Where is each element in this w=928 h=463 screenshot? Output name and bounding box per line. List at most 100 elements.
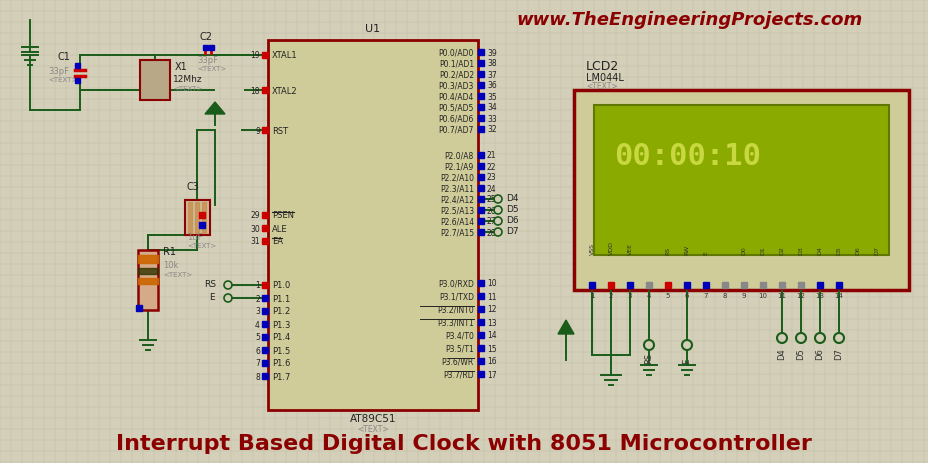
Text: <TEXT>: <TEXT> bbox=[162, 272, 192, 278]
Bar bbox=[262, 238, 267, 244]
Text: 10k: 10k bbox=[162, 261, 178, 270]
Bar bbox=[201, 202, 206, 233]
Bar bbox=[267, 40, 478, 410]
Text: P0.4/AD4: P0.4/AD4 bbox=[438, 93, 473, 101]
Text: 13: 13 bbox=[486, 319, 496, 327]
Text: P2.2/A10: P2.2/A10 bbox=[440, 174, 473, 182]
Text: 1uF: 1uF bbox=[187, 233, 202, 242]
Text: X1: X1 bbox=[174, 62, 187, 72]
Bar bbox=[478, 82, 483, 88]
Text: <TEXT>: <TEXT> bbox=[356, 425, 389, 434]
Text: RS: RS bbox=[644, 353, 652, 364]
Text: RS: RS bbox=[204, 280, 216, 289]
Text: PSEN: PSEN bbox=[272, 212, 293, 220]
Text: D6: D6 bbox=[855, 246, 859, 255]
Bar bbox=[140, 60, 170, 100]
Bar bbox=[138, 268, 158, 274]
Text: 10: 10 bbox=[757, 293, 767, 299]
Bar bbox=[702, 282, 708, 288]
Bar bbox=[588, 282, 594, 288]
Text: 3: 3 bbox=[627, 293, 632, 299]
Text: 36: 36 bbox=[486, 81, 496, 90]
Text: 22: 22 bbox=[486, 163, 496, 171]
Text: <TEXT>: <TEXT> bbox=[48, 77, 77, 83]
Bar bbox=[138, 250, 158, 310]
Text: D0: D0 bbox=[741, 246, 746, 255]
Bar bbox=[478, 152, 483, 158]
Text: 5: 5 bbox=[255, 333, 260, 343]
Text: U1: U1 bbox=[365, 24, 380, 34]
Bar bbox=[262, 212, 267, 218]
Bar bbox=[574, 90, 908, 290]
Bar bbox=[478, 196, 483, 202]
Bar bbox=[478, 319, 483, 325]
Text: 27: 27 bbox=[486, 218, 496, 226]
Text: 1: 1 bbox=[255, 282, 260, 290]
Bar bbox=[478, 358, 483, 364]
Text: LCD2: LCD2 bbox=[586, 60, 619, 73]
Text: P1.7: P1.7 bbox=[272, 373, 290, 382]
Bar bbox=[478, 174, 483, 180]
Text: AT89C51: AT89C51 bbox=[349, 414, 396, 424]
Text: P2.0/A8: P2.0/A8 bbox=[445, 151, 473, 161]
Bar bbox=[478, 104, 483, 110]
Text: P2.1/A9: P2.1/A9 bbox=[445, 163, 473, 171]
Text: 33pF: 33pF bbox=[48, 68, 69, 76]
Text: 00:00:10: 00:00:10 bbox=[613, 142, 760, 171]
Text: 28: 28 bbox=[486, 229, 496, 238]
Text: RST: RST bbox=[272, 126, 288, 136]
Bar bbox=[262, 347, 267, 353]
Text: 32: 32 bbox=[486, 125, 496, 134]
Text: <TEXT>: <TEXT> bbox=[586, 82, 617, 91]
Text: 11: 11 bbox=[777, 293, 786, 299]
Bar bbox=[138, 278, 158, 284]
Text: 24: 24 bbox=[486, 184, 496, 194]
Bar bbox=[607, 282, 613, 288]
Bar bbox=[816, 282, 822, 288]
Bar bbox=[478, 207, 483, 213]
Text: 11: 11 bbox=[486, 293, 496, 301]
Bar bbox=[262, 321, 267, 327]
Text: 33: 33 bbox=[486, 114, 496, 124]
Bar bbox=[262, 334, 267, 340]
Text: P0.3/AD3: P0.3/AD3 bbox=[438, 81, 473, 90]
Text: P1.3: P1.3 bbox=[272, 320, 290, 330]
Text: 37: 37 bbox=[486, 70, 496, 80]
Text: 12: 12 bbox=[486, 306, 496, 314]
Text: P2.4/A12: P2.4/A12 bbox=[440, 195, 473, 205]
Bar bbox=[478, 60, 483, 66]
Text: C1: C1 bbox=[58, 52, 71, 63]
Text: E: E bbox=[209, 293, 214, 302]
Bar bbox=[187, 202, 192, 233]
Text: P1.2: P1.2 bbox=[272, 307, 290, 317]
Text: 39: 39 bbox=[486, 49, 496, 57]
Text: P3.5/T1: P3.5/T1 bbox=[445, 344, 473, 353]
Text: <TEXT>: <TEXT> bbox=[173, 86, 202, 92]
Bar bbox=[478, 293, 483, 299]
Text: 33pF: 33pF bbox=[197, 56, 218, 65]
Text: 16: 16 bbox=[486, 357, 496, 367]
Text: 26: 26 bbox=[486, 206, 496, 215]
Text: P0.6/AD6: P0.6/AD6 bbox=[438, 114, 473, 124]
Text: D5: D5 bbox=[795, 348, 805, 360]
Text: C2: C2 bbox=[200, 32, 213, 42]
Text: VEE: VEE bbox=[626, 243, 632, 255]
Text: 10: 10 bbox=[486, 280, 496, 288]
Text: 14: 14 bbox=[486, 332, 496, 340]
Text: VSS: VSS bbox=[589, 243, 594, 255]
Text: P0.1/AD1: P0.1/AD1 bbox=[438, 60, 473, 69]
Bar bbox=[478, 185, 483, 191]
Bar bbox=[741, 282, 746, 288]
Text: P3.4/T0: P3.4/T0 bbox=[445, 332, 473, 340]
Text: P1.6: P1.6 bbox=[272, 359, 290, 369]
Bar bbox=[779, 282, 784, 288]
Text: 29: 29 bbox=[251, 212, 260, 220]
Bar bbox=[199, 212, 205, 218]
Text: 18: 18 bbox=[251, 87, 260, 95]
Bar bbox=[195, 202, 199, 233]
Text: 21: 21 bbox=[486, 151, 496, 161]
Bar bbox=[478, 49, 483, 55]
Text: RS: RS bbox=[664, 247, 670, 255]
Bar bbox=[478, 345, 483, 351]
Bar bbox=[262, 308, 267, 314]
